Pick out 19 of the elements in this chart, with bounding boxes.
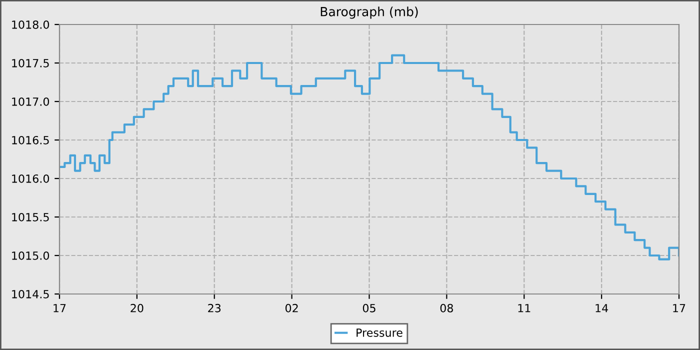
chart-title: Barograph (mb) xyxy=(320,6,418,19)
x-tick-label: 08 xyxy=(440,304,453,312)
y-tick-label: 1015.5 xyxy=(12,212,49,222)
x-tick-label: 17 xyxy=(673,304,686,312)
y-tick-label: 1017.0 xyxy=(12,97,50,106)
y-tick-label: 1016.0 xyxy=(12,174,50,183)
x-tick-label: 11 xyxy=(518,304,530,312)
y-tick-label: 1015.0 xyxy=(12,251,50,260)
y-tick-label: 1016.5 xyxy=(12,136,49,144)
y-tick-label: 1018.0 xyxy=(12,20,50,29)
legend-label: Pressure xyxy=(356,328,402,337)
x-tick-label: 14 xyxy=(596,304,608,312)
x-tick-label: 20 xyxy=(130,304,144,312)
x-tick-label: 05 xyxy=(362,304,376,312)
x-tick-label: 17 xyxy=(54,304,66,312)
x-tick-label: 23 xyxy=(208,304,221,312)
y-tick-label: 1017.5 xyxy=(12,58,49,68)
y-tick-label: 1014.5 xyxy=(12,290,49,298)
x-tick-label: 02 xyxy=(285,304,298,312)
